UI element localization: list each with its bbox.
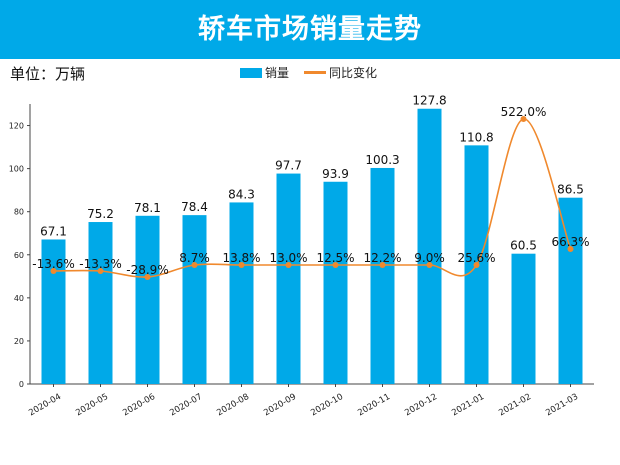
bar-value-label: 75.2: [87, 207, 114, 221]
x-tick-label: 2020-09: [262, 392, 298, 418]
y-tick-label: 40: [14, 294, 24, 303]
yoy-point: [520, 116, 527, 122]
yoy-value-label: 13.0%: [269, 251, 307, 265]
y-tick-label: 100: [9, 165, 24, 174]
bar-value-label: 84.3: [228, 187, 255, 201]
yoy-value-label: 9.0%: [414, 251, 445, 265]
bar: [276, 173, 301, 384]
bar: [511, 253, 536, 384]
yoy-point: [144, 274, 151, 280]
x-tick-label: 2021-02: [497, 392, 533, 418]
yoy-value-label: -13.3%: [79, 257, 121, 271]
y-tick-label: 20: [14, 337, 24, 346]
yoy-point: [50, 268, 57, 274]
title-banner: [0, 0, 620, 59]
y-tick-label: 60: [14, 251, 24, 260]
y-tick-label: 120: [9, 122, 24, 131]
yoy-point: [97, 268, 104, 274]
bar-value-label: 67.1: [40, 224, 67, 238]
yoy-point: [238, 262, 245, 268]
yoy-value-label: 8.7%: [179, 251, 210, 265]
bar-value-label: 93.9: [322, 167, 349, 181]
legend-label-sales: 销量: [265, 66, 290, 80]
x-tick-label: 2020-07: [168, 392, 204, 418]
yoy-point: [332, 262, 339, 268]
yoy-point: [379, 262, 386, 268]
legend-item-yoy: 同比变化: [304, 64, 377, 81]
bar-value-label: 100.3: [365, 153, 399, 167]
yoy-point: [426, 262, 433, 268]
yoy-value-label: 25.6%: [457, 251, 495, 265]
bar-value-label: 97.7: [275, 159, 302, 173]
y-tick-label: 0: [19, 380, 24, 389]
bar-value-label: 86.5: [557, 183, 584, 197]
legend-label-yoy: 同比变化: [329, 66, 378, 80]
yoy-point: [191, 262, 198, 268]
bar-value-label: 110.8: [459, 130, 493, 144]
x-tick-label: 2020-06: [121, 392, 157, 418]
bar: [88, 222, 113, 384]
yoy-point: [567, 246, 574, 252]
legend-bar-swatch: [240, 67, 262, 78]
bar: [41, 239, 66, 384]
x-tick-label: 2020-08: [215, 392, 251, 418]
bar: [182, 215, 207, 384]
yoy-value-label: 13.8%: [222, 251, 260, 265]
bar-value-label: 127.8: [412, 94, 446, 108]
bar-value-label: 78.4: [181, 200, 208, 214]
yoy-value-label: -28.9%: [126, 263, 168, 277]
chart-title: 轿车市场销量走势: [198, 14, 422, 45]
bar: [558, 197, 583, 384]
x-tick-label: 2020-12: [403, 392, 439, 418]
x-tick-label: 2021-01: [450, 392, 486, 418]
yoy-point: [473, 262, 480, 268]
bar-value-label: 78.1: [134, 201, 161, 215]
yoy-value-label: -13.6%: [32, 257, 74, 271]
unit-label: 单位：万辆: [10, 65, 86, 83]
yoy-value-label: 66.3%: [551, 235, 589, 249]
x-tick-label: 2020-05: [74, 392, 110, 418]
yoy-value-label: 522.0%: [501, 105, 547, 119]
bar: [370, 167, 395, 384]
bar: [417, 108, 442, 384]
bar: [229, 202, 254, 384]
x-tick-label: 2020-10: [309, 392, 345, 418]
y-tick-label: 80: [14, 208, 24, 217]
legend-item-sales: 销量: [240, 64, 289, 81]
legend-line-swatch: [304, 71, 326, 74]
bar: [135, 215, 160, 384]
x-tick-label: 2020-11: [356, 392, 392, 418]
yoy-value-label: 12.2%: [363, 251, 401, 265]
yoy-point: [285, 262, 292, 268]
x-tick-label: 2021-03: [544, 392, 580, 418]
yoy-value-label: 12.5%: [316, 251, 354, 265]
bar: [323, 181, 348, 384]
bar-value-label: 60.5: [510, 239, 537, 253]
x-tick-label: 2020-04: [27, 392, 63, 418]
